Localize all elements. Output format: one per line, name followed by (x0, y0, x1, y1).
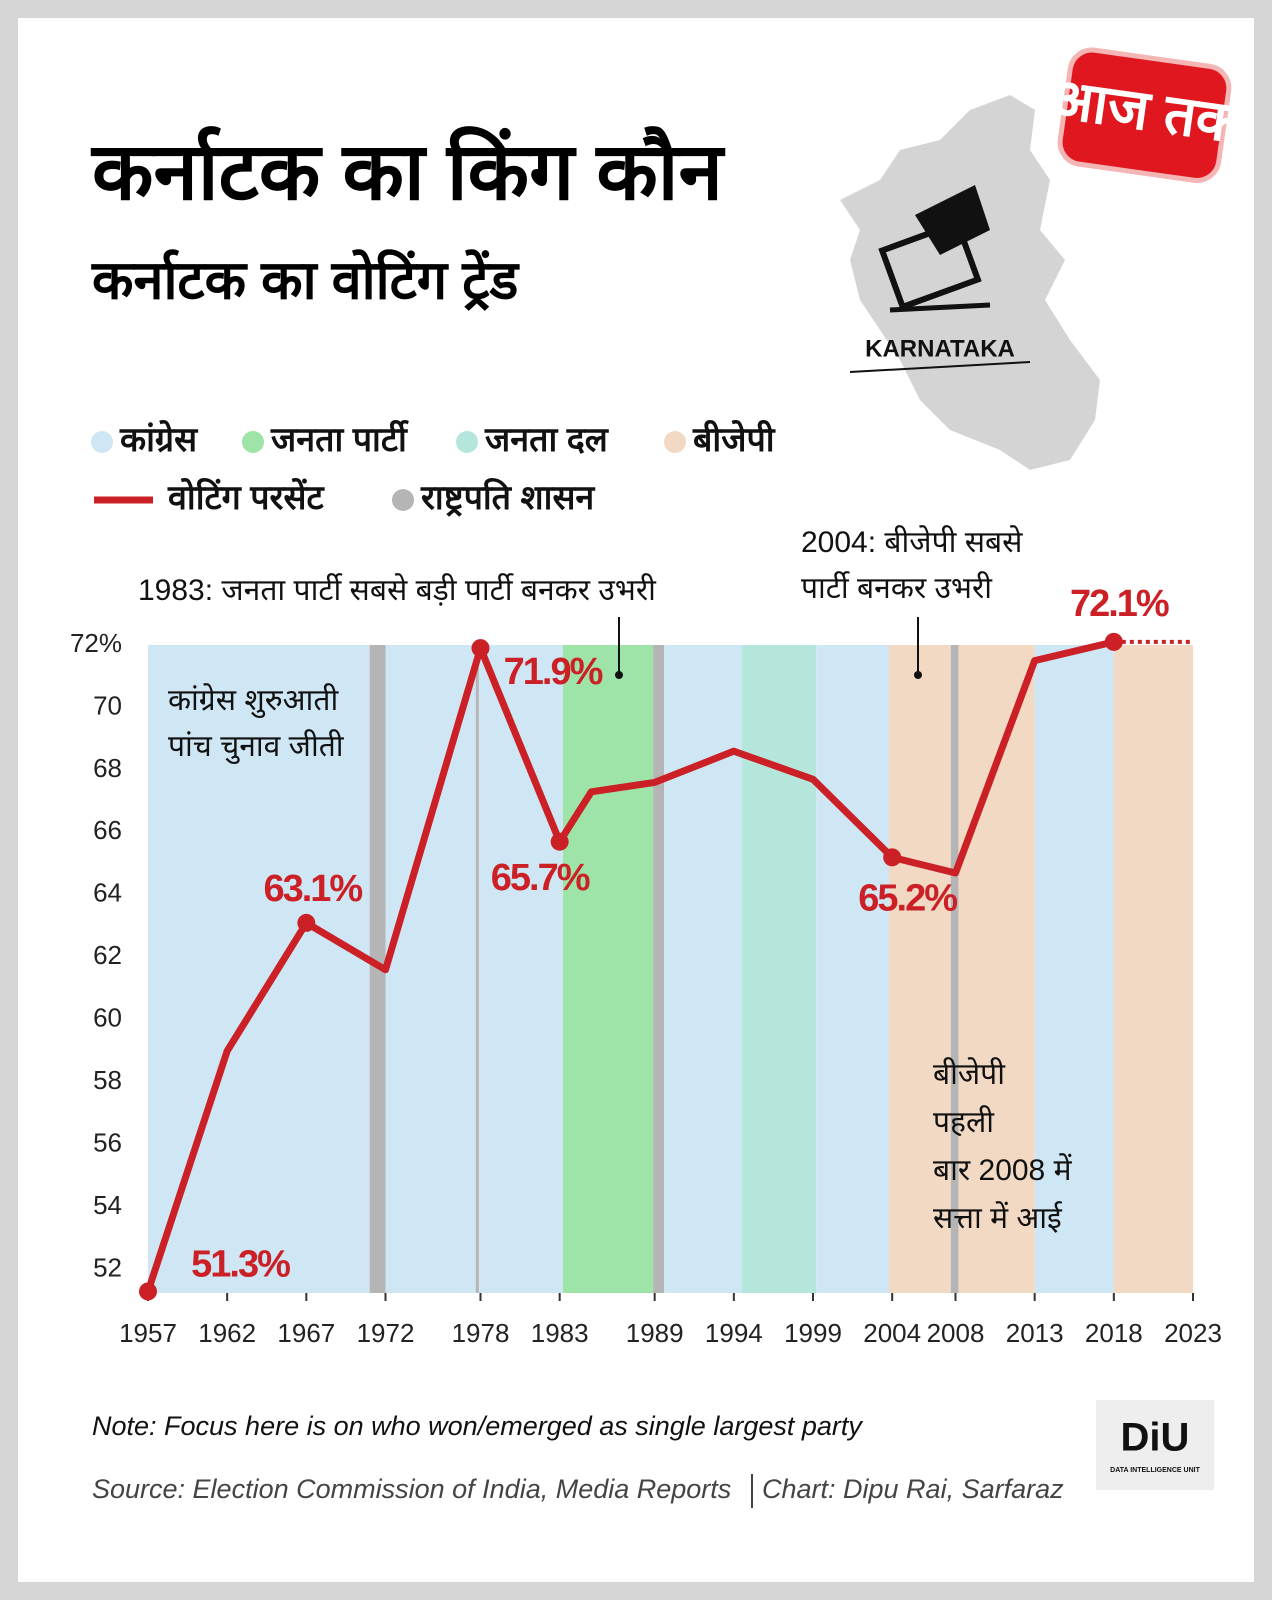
data-point (297, 913, 316, 932)
period-band (653, 645, 665, 1293)
annotation-dot (914, 671, 922, 679)
data-point (471, 639, 490, 658)
x-tick-label: 2004 (863, 1318, 921, 1348)
x-tick-label: 2018 (1085, 1318, 1143, 1348)
map-label-rule (849, 361, 1031, 373)
y-tick-label: 72% (70, 628, 122, 658)
y-tick-label: 60 (93, 1003, 122, 1033)
legend-label: राष्ट्रपति शासन (420, 477, 595, 517)
annotation: 1983: जनता पार्टी सबसे बड़ी पार्टी बनकर … (138, 573, 657, 607)
x-tick-label: 1957 (119, 1318, 177, 1348)
legend-swatch (456, 431, 478, 453)
data-point (550, 832, 569, 851)
legend-swatch (392, 489, 414, 511)
data-label: 72.1% (1070, 583, 1169, 625)
credit: Chart: Dipu Rai, Sarfaraz (762, 1474, 1064, 1504)
legend-label: कांग्रेस (119, 419, 198, 459)
legend-swatch (664, 431, 686, 453)
y-tick-label: 64 (93, 878, 122, 908)
y-tick-label: 52 (93, 1252, 122, 1282)
x-tick-label: 2023 (1164, 1318, 1222, 1348)
period-band (816, 645, 889, 1293)
x-tick-label: 1983 (531, 1318, 589, 1348)
annotation: पार्टी बनकर उभरी (801, 571, 993, 605)
period-band (1034, 645, 1114, 1293)
annotation: पहली (933, 1105, 995, 1139)
ballot-icon (878, 185, 991, 313)
source: Source: Election Commission of India, Me… (92, 1474, 731, 1504)
period-band (950, 645, 959, 1293)
legend-label: जनता पार्टी (270, 419, 409, 459)
diu-logo-text: DiU (1121, 1416, 1190, 1460)
y-tick-label: 62 (93, 940, 122, 970)
annotation: कांग्रेस शुरुआती (168, 683, 339, 719)
x-tick-label: 1999 (784, 1318, 842, 1348)
legend-swatch (91, 431, 113, 453)
map-label: KARNATAKA (865, 335, 1015, 362)
x-tick-label: 1972 (357, 1318, 415, 1348)
y-tick-label: 54 (93, 1190, 122, 1220)
legend-swatch (242, 431, 264, 453)
brand-logo: आज तक (1047, 47, 1245, 183)
x-tick-label: 1962 (198, 1318, 256, 1348)
diu-tagline: DATA INTELLIGENCE UNIT (1110, 1467, 1200, 1474)
legend-label: वोटिंग परसेंट (167, 477, 325, 517)
y-tick-label: 66 (93, 815, 122, 845)
x-tick-label: 1989 (626, 1318, 684, 1348)
data-label: 63.1% (263, 868, 362, 910)
x-tick-label: 1994 (705, 1318, 763, 1348)
y-tick-label: 68 (93, 753, 122, 783)
period-band (562, 645, 654, 1293)
period-band (889, 645, 951, 1293)
x-tick-label: 2013 (1006, 1318, 1064, 1348)
period-band (958, 645, 1035, 1293)
data-label: 71.9% (504, 651, 603, 693)
data-point (883, 848, 902, 867)
chart-subtitle: कर्नाटक का वोटिंग ट्रेंड (91, 248, 520, 311)
annotation-dot (615, 671, 623, 679)
period-band (475, 645, 479, 1293)
data-point (139, 1282, 157, 1301)
legend-label: बीजेपी (692, 419, 776, 459)
period-band (385, 645, 476, 1293)
y-tick-label: 58 (93, 1065, 122, 1095)
period-band (664, 645, 742, 1293)
diu-logo: DiU DATA INTELLIGENCE UNIT (1096, 1400, 1214, 1490)
annotation: सत्ता में आई (933, 1201, 1063, 1235)
period-band (741, 645, 817, 1293)
data-line (144, 638, 1115, 1293)
data-point (1104, 632, 1123, 651)
x-tick-label: 1967 (277, 1318, 335, 1348)
y-tick-label: 70 (93, 690, 122, 720)
period-band (1113, 645, 1193, 1293)
chart-title: कर्नाटक का किंग कौन (90, 126, 726, 216)
data-label: 65.2% (858, 877, 957, 919)
annotation: बीजेपी (933, 1057, 1006, 1091)
legend-label: जनता दल (484, 421, 610, 459)
data-label: 65.7% (491, 857, 590, 899)
annotation: पांच चुनाव जीती (168, 729, 345, 765)
x-tick-label: 1978 (452, 1318, 510, 1348)
y-tick-label: 56 (93, 1128, 122, 1158)
x-tick-label: 2008 (927, 1318, 985, 1348)
annotation: बार 2008 में (933, 1153, 1073, 1187)
note: Note: Focus here is on who won/emerged a… (92, 1411, 863, 1441)
data-label: 51.3% (191, 1243, 290, 1285)
annotation: 2004: बीजेपी सबसे (801, 525, 1023, 559)
